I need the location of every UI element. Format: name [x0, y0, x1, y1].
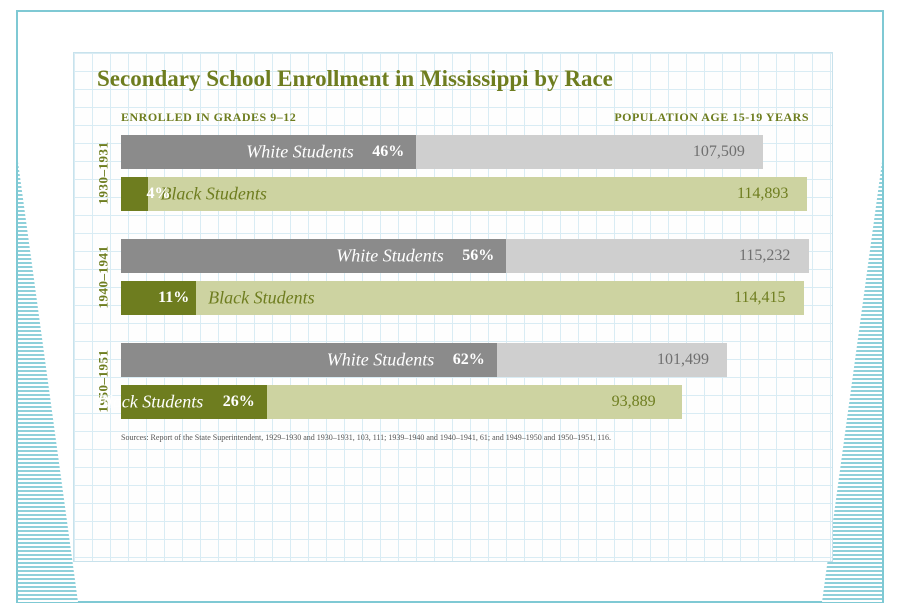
black-bar: Black Students26%93,889 — [121, 385, 809, 419]
white-bar: White Students 62% 101,499 — [121, 343, 809, 377]
white-pct: 46% — [372, 143, 404, 161]
white-population-value: 107,509 — [693, 143, 801, 161]
white-pct: 62% — [453, 351, 485, 369]
white-population-value: 115,232 — [739, 247, 801, 265]
sources-text: Sources: Report of the State Superintend… — [97, 433, 809, 443]
white-label: White Students — [327, 350, 434, 371]
white-pct: 56% — [462, 247, 494, 265]
periods-container: 1930–1931White Students46%107,509Black S… — [97, 135, 809, 419]
white-label: White Students — [336, 246, 443, 267]
legend-right: POPULATION AGE 15-19 YEARS — [614, 110, 809, 125]
black-bar: Black Students4% 114,893 — [121, 177, 809, 211]
legend-row: ENROLLED IN GRADES 9–12 POPULATION AGE 1… — [97, 110, 809, 125]
black-pct: 26% — [223, 393, 255, 411]
year-label: 1930–1931 — [91, 135, 115, 211]
black-population-value: 114,415 — [734, 289, 801, 307]
black-bar: Black Students 11% 114,415 — [121, 281, 809, 315]
black-population-value: 93,889 — [612, 393, 801, 411]
white-bar-enrolled — [121, 239, 506, 273]
black-population-value: 114,893 — [737, 185, 801, 203]
white-bar: White Students 46% 107,509 — [121, 135, 809, 169]
white-bar: White Students 56% 115,232 — [121, 239, 809, 273]
chart-frame: Secondary School Enrollment in Mississip… — [16, 10, 884, 603]
period-group: 1950–1951White Students62%101,499Black S… — [97, 343, 809, 419]
black-bar-enrolled — [121, 177, 148, 211]
black-label: Black Students — [160, 184, 266, 205]
chart-content: Secondary School Enrollment in Mississip… — [73, 52, 833, 562]
white-label: White Students — [246, 142, 353, 163]
black-pct: 11% — [158, 289, 189, 307]
black-label: Black Students — [97, 392, 203, 413]
white-population-value: 101,499 — [657, 351, 801, 369]
white-bar-enrolled — [121, 343, 497, 377]
decoration-stripes-left — [18, 162, 78, 602]
black-pct: 4% — [146, 185, 170, 203]
black-label: Black Students — [208, 288, 314, 309]
period-group: 1930–1931White Students46%107,509Black S… — [97, 135, 809, 211]
year-label: 1940–1941 — [91, 239, 115, 315]
period-group: 1940–1941White Students56%115,232Black S… — [97, 239, 809, 315]
legend-left: ENROLLED IN GRADES 9–12 — [121, 110, 296, 125]
chart-title: Secondary School Enrollment in Mississip… — [97, 66, 809, 92]
